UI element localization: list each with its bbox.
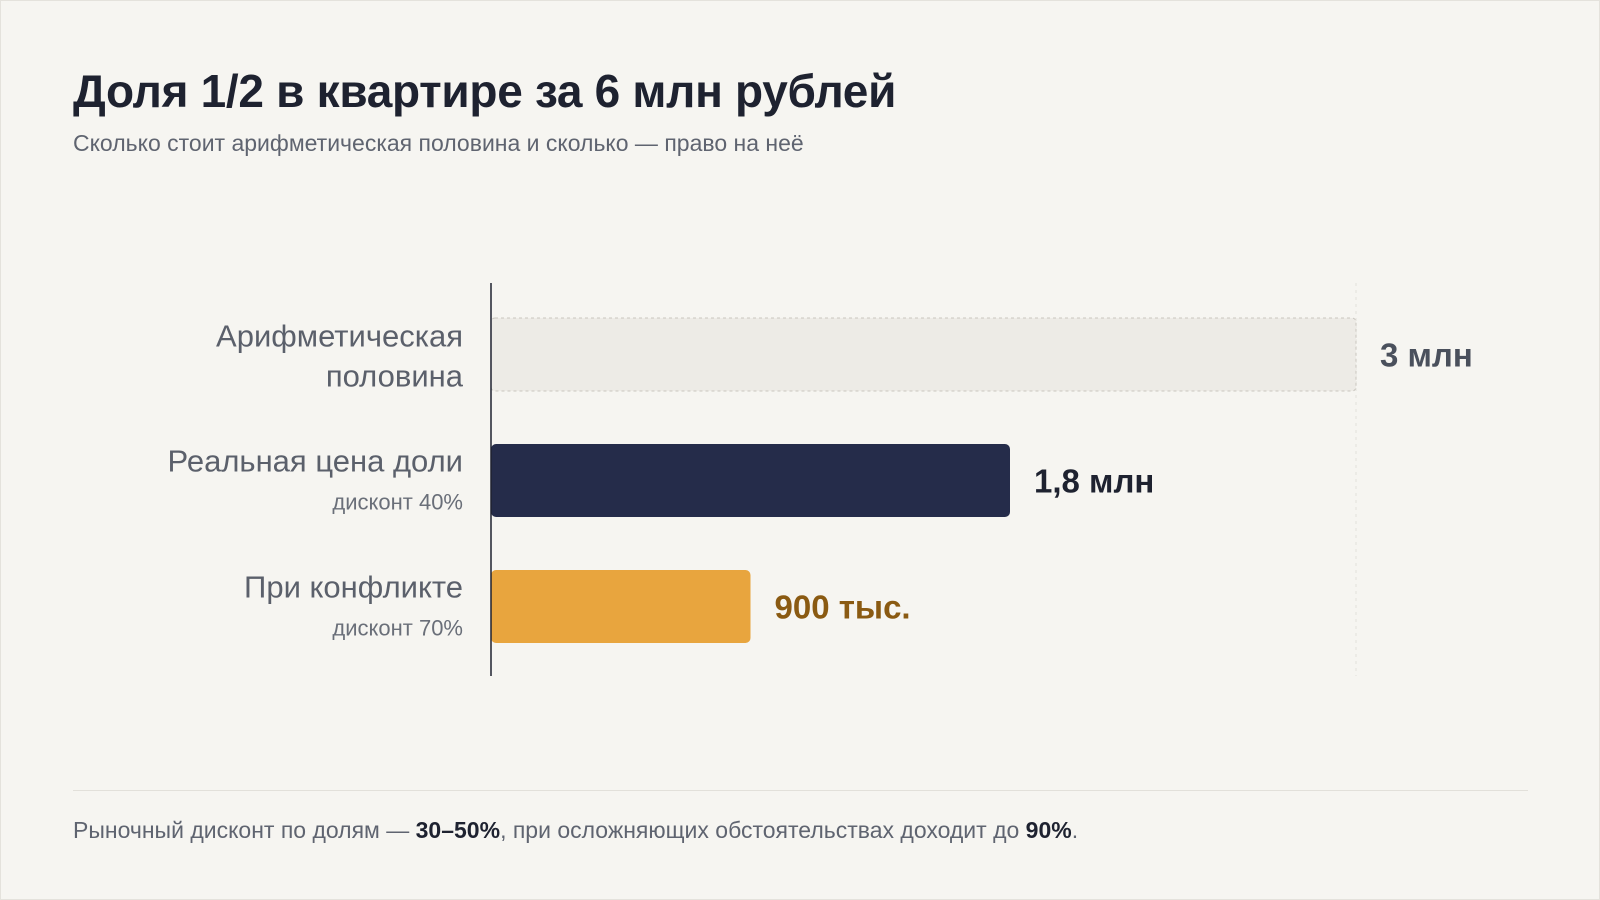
footer-bold-range: 30–50% — [415, 817, 501, 843]
bar-conflict — [491, 570, 751, 643]
footer-text-3: . — [1071, 817, 1079, 843]
value-label: 3 млн — [1380, 337, 1473, 374]
category-note: дисконт 40% — [332, 490, 463, 515]
category-label: Арифметическая — [216, 319, 463, 354]
footer-text-1: Рыночный дисконт по долям — — [73, 817, 416, 843]
page-subtitle: Сколько стоит арифметическая половина и … — [73, 130, 804, 156]
value-label: 1,8 млн — [1034, 463, 1154, 500]
bar-real — [491, 444, 1010, 517]
category-label: Реальная цена доли — [168, 444, 463, 479]
category-label: При конфликте — [244, 570, 463, 605]
page-title: Доля 1/2 в квартире за 6 млн рублей — [73, 65, 897, 117]
footer-note: Рыночный дисконт по долям — 30–50%, при … — [73, 817, 1078, 844]
footer-divider — [73, 790, 1528, 791]
footer-bold-max: 90% — [1025, 817, 1072, 843]
value-label: 900 тыс. — [775, 589, 911, 626]
bar-reference — [490, 317, 1357, 392]
bar-chart: 3 млн Арифметическая половина 1,8 млн Реальн… — [168, 283, 1473, 676]
footer-text-2: , при осложняющих обстоятельствах доходи… — [500, 817, 1026, 843]
category-label: половина — [326, 359, 464, 394]
category-note: дисконт 70% — [332, 616, 463, 641]
